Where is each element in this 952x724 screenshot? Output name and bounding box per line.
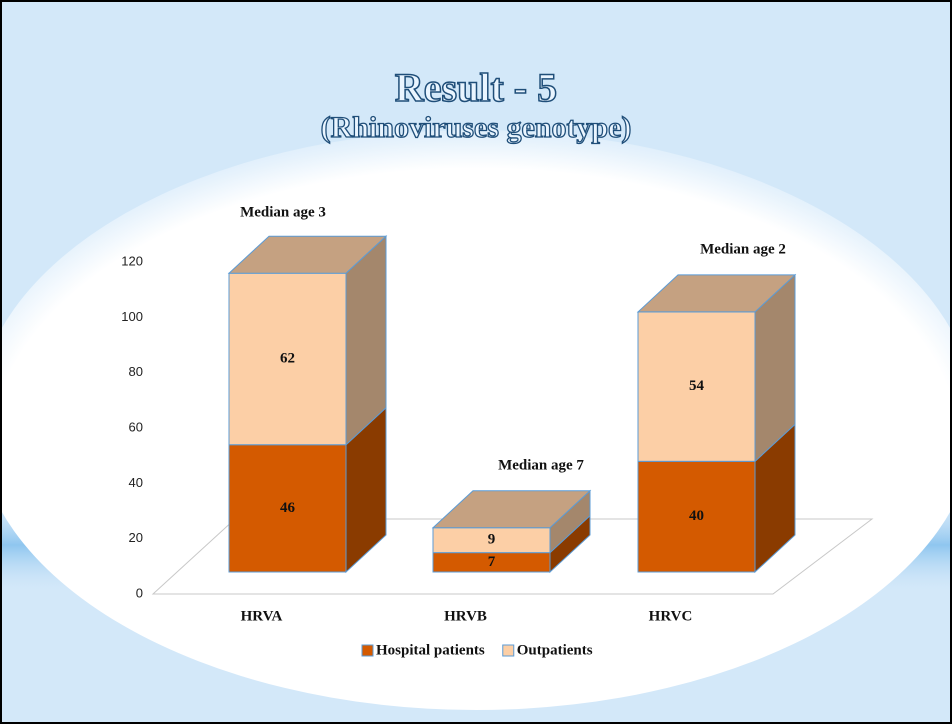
x-tick-label: HRVB <box>444 608 487 624</box>
bar-top <box>636 274 797 313</box>
annotation: Median age 3 <box>240 204 326 220</box>
y-tick-label: 80 <box>129 364 143 379</box>
value-label: 7 <box>488 554 496 570</box>
value-label: 62 <box>280 350 295 366</box>
y-tick-label: 20 <box>129 530 143 545</box>
floor <box>151 518 874 595</box>
x-tick-label: HRVA <box>241 608 283 624</box>
title: Result - 5 <box>395 65 557 110</box>
legend-label: Outpatients <box>517 642 593 658</box>
bar <box>637 460 756 573</box>
legend-swatch <box>502 644 515 657</box>
bar <box>228 272 347 446</box>
x-tick-label: HRVC <box>649 608 693 624</box>
value-label: 54 <box>689 378 705 394</box>
annotation: Median age 7 <box>498 457 584 473</box>
bar-top <box>431 490 592 529</box>
annotation: Median age 2 <box>700 241 786 257</box>
y-tick-label: 0 <box>136 585 143 600</box>
bar <box>432 527 551 554</box>
value-label: 9 <box>488 532 496 548</box>
subtitle: (Rhinoviruses genotype) <box>321 111 632 144</box>
y-tick-label: 100 <box>121 309 143 324</box>
bar <box>637 311 756 462</box>
value-label: 40 <box>689 508 704 524</box>
value-label: 46 <box>280 500 296 516</box>
legend-label: Hospital patients <box>376 642 485 658</box>
legend-swatch <box>361 644 374 657</box>
y-tick-label: 60 <box>129 419 143 434</box>
y-tick-label: 40 <box>129 475 143 490</box>
y-tick-label: 120 <box>121 253 143 268</box>
bar-top <box>227 235 388 274</box>
